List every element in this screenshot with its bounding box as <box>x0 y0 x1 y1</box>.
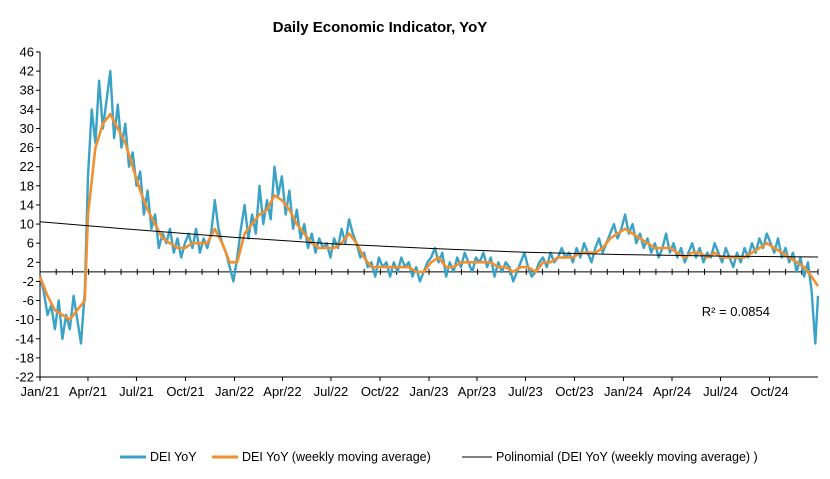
y-tick-label: -22 <box>15 370 34 385</box>
y-tick-label: 34 <box>20 102 34 117</box>
chart-title: Daily Economic Indicator, YoY <box>273 19 488 36</box>
series-layer <box>38 69 820 345</box>
polinomial-trend-line <box>39 221 819 258</box>
y-tick-label: 18 <box>20 178 34 193</box>
x-tick-label: Jan/23 <box>409 384 448 399</box>
x-tick-label: Oct/21 <box>166 384 204 399</box>
y-tick-label: -10 <box>15 312 34 327</box>
x-tick-label: Jul/21 <box>119 384 154 399</box>
y-tick-label: 38 <box>20 83 34 98</box>
legend: DEI YoY DEI YoY (weekly moving average) Po… <box>120 450 758 464</box>
x-tick-label: Apr/23 <box>458 384 496 399</box>
y-tick-label: 46 <box>20 45 34 60</box>
x-tick-label: Oct/22 <box>361 384 399 399</box>
x-tick-label: Jul/22 <box>314 384 349 399</box>
x-axis: Jan/21 Apr/21 Jul/21 Oct/21 Jan/22 Apr/22 Jul/… <box>20 268 819 399</box>
x-tick-label: Oct/23 <box>555 384 593 399</box>
x-tick-label: Apr/21 <box>69 384 107 399</box>
x-tick-label: Jul/24 <box>703 384 738 399</box>
y-tick-label: 30 <box>20 121 34 136</box>
r-squared-label: R² = 0.0854 <box>702 304 770 319</box>
x-tick-label: Apr/24 <box>653 384 691 399</box>
y-tick-label: 26 <box>20 140 34 155</box>
x-tick-label: Jan/21 <box>20 384 59 399</box>
y-tick-label: -18 <box>15 350 34 365</box>
dei-weekly-ma-line <box>38 112 820 321</box>
y-tick-label: 42 <box>20 64 34 79</box>
y-tick-label: -14 <box>15 331 34 346</box>
y-axis: 46 42 38 34 30 26 22 18 14 10 6 2 -2 -6 -10 -14 -18 -22 <box>15 45 41 385</box>
y-tick-label: 10 <box>20 217 34 232</box>
y-tick-label: 14 <box>20 197 34 212</box>
legend-label: Polinomial (DEI YoY (weekly moving avera… <box>496 450 758 464</box>
legend-label: DEI YoY (weekly moving average) <box>242 450 431 464</box>
dei-yoy-line <box>38 69 820 345</box>
y-tick-label: -2 <box>22 274 34 289</box>
y-tick-label: 2 <box>27 255 34 270</box>
y-tick-label: 22 <box>20 159 34 174</box>
x-tick-label: Apr/22 <box>263 384 301 399</box>
x-tick-label: Jan/24 <box>604 384 643 399</box>
x-tick-label: Jan/22 <box>215 384 254 399</box>
legend-label: DEI YoY <box>150 450 197 464</box>
x-tick-label: Jul/23 <box>508 384 543 399</box>
x-tick-label: Oct/24 <box>750 384 788 399</box>
y-tick-label: 6 <box>27 236 34 251</box>
y-tick-label: -6 <box>22 293 34 308</box>
